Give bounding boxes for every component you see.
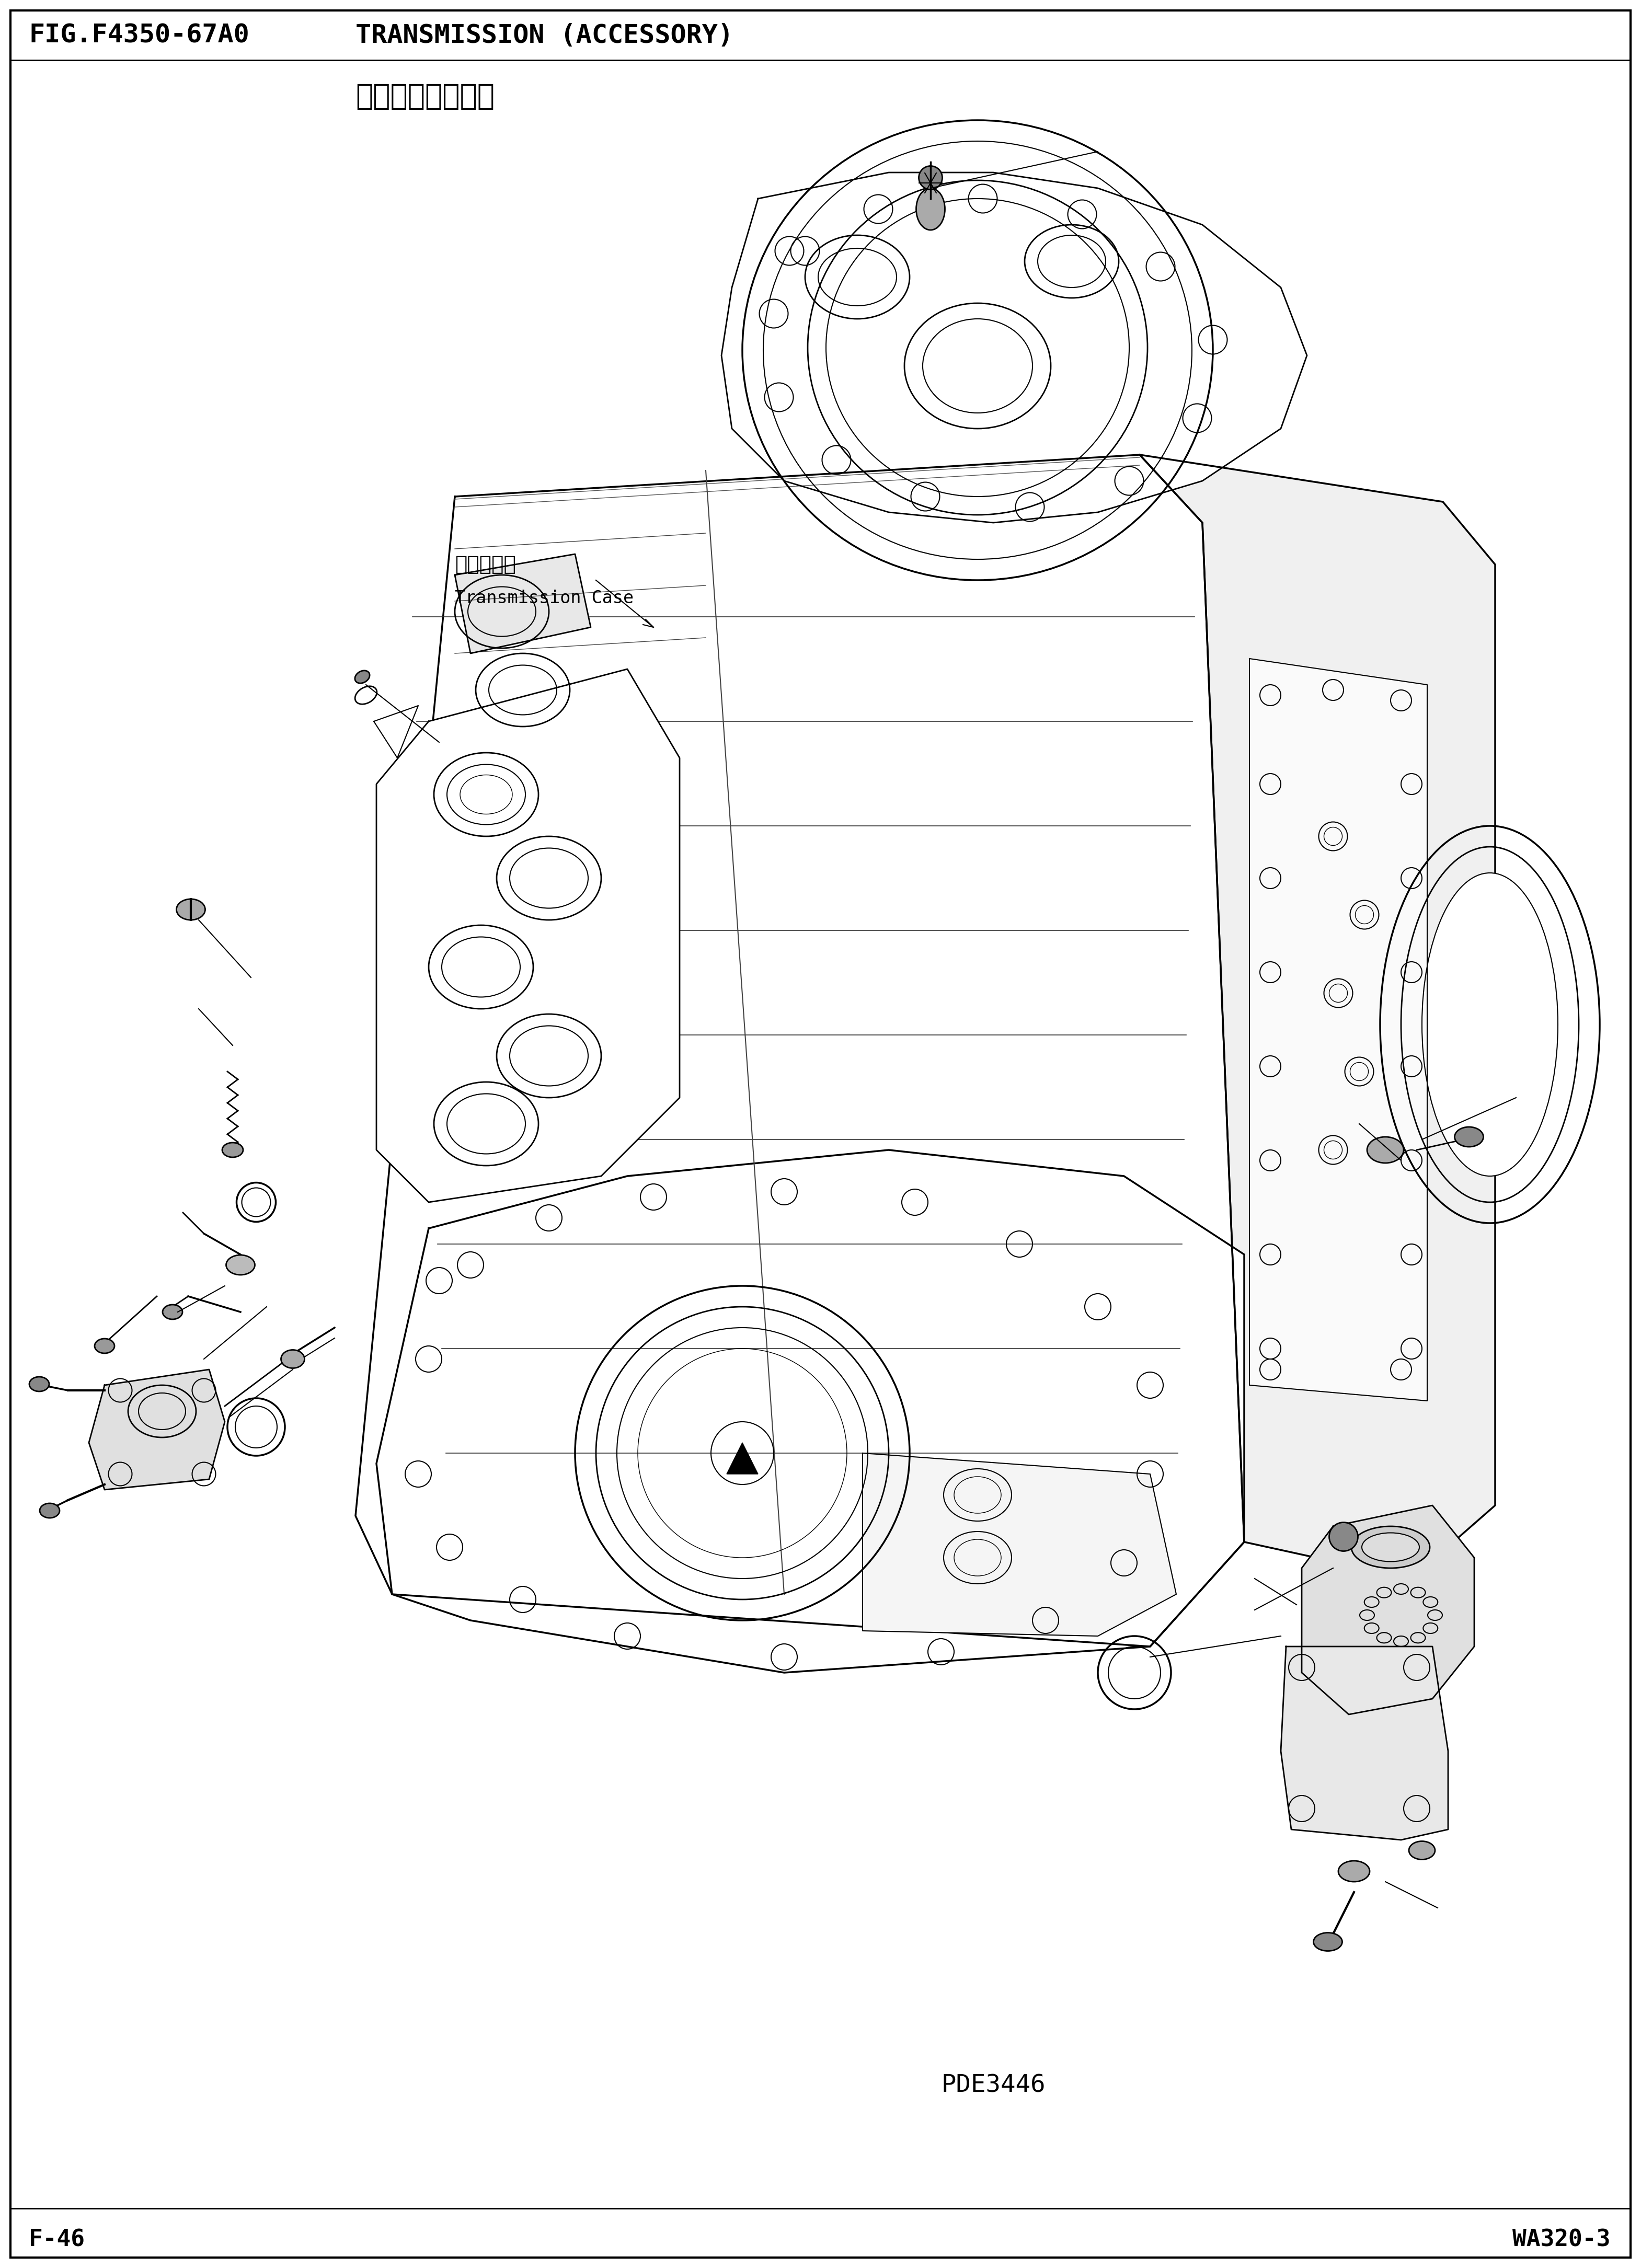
Polygon shape	[1282, 1647, 1447, 1839]
Polygon shape	[376, 669, 679, 1202]
Ellipse shape	[281, 1349, 305, 1368]
Ellipse shape	[1410, 1842, 1434, 1860]
Ellipse shape	[1367, 1136, 1403, 1163]
Ellipse shape	[354, 671, 369, 683]
Polygon shape	[722, 172, 1306, 522]
Ellipse shape	[919, 166, 942, 191]
Text: TRANSMISSION (ACCESSORY): TRANSMISSION (ACCESSORY)	[356, 23, 734, 48]
Polygon shape	[356, 456, 1244, 1647]
Text: 変速筱壳体: 変速筱壳体	[455, 556, 515, 574]
Text: WA320-3: WA320-3	[1513, 2229, 1610, 2252]
Ellipse shape	[177, 898, 205, 921]
Polygon shape	[1301, 1506, 1474, 1715]
Ellipse shape	[1313, 1932, 1342, 1950]
Text: PDE3446: PDE3446	[942, 2073, 1045, 2098]
Ellipse shape	[30, 1377, 49, 1393]
Polygon shape	[727, 1442, 758, 1474]
Ellipse shape	[162, 1304, 182, 1320]
Ellipse shape	[1362, 1533, 1419, 1563]
Text: FIG.F4350-67A0: FIG.F4350-67A0	[30, 23, 249, 48]
Text: F-46: F-46	[30, 2229, 85, 2252]
Ellipse shape	[1339, 1860, 1370, 1882]
Polygon shape	[89, 1370, 225, 1490]
Ellipse shape	[226, 1254, 254, 1275]
Polygon shape	[863, 1454, 1177, 1635]
Ellipse shape	[916, 188, 945, 229]
Ellipse shape	[1454, 1127, 1483, 1148]
Ellipse shape	[39, 1504, 59, 1517]
Ellipse shape	[1423, 873, 1557, 1177]
Text: Transmission Case: Transmission Case	[455, 590, 633, 608]
Polygon shape	[1249, 658, 1428, 1402]
Ellipse shape	[95, 1338, 115, 1354]
Ellipse shape	[222, 1143, 243, 1157]
Ellipse shape	[1352, 1526, 1429, 1567]
Text: 変速筱　（附件）: 変速筱 （附件）	[356, 82, 494, 111]
Polygon shape	[1139, 456, 1495, 1579]
Ellipse shape	[1329, 1522, 1357, 1551]
Polygon shape	[374, 705, 418, 758]
Polygon shape	[455, 553, 591, 653]
Polygon shape	[376, 1150, 1244, 1672]
